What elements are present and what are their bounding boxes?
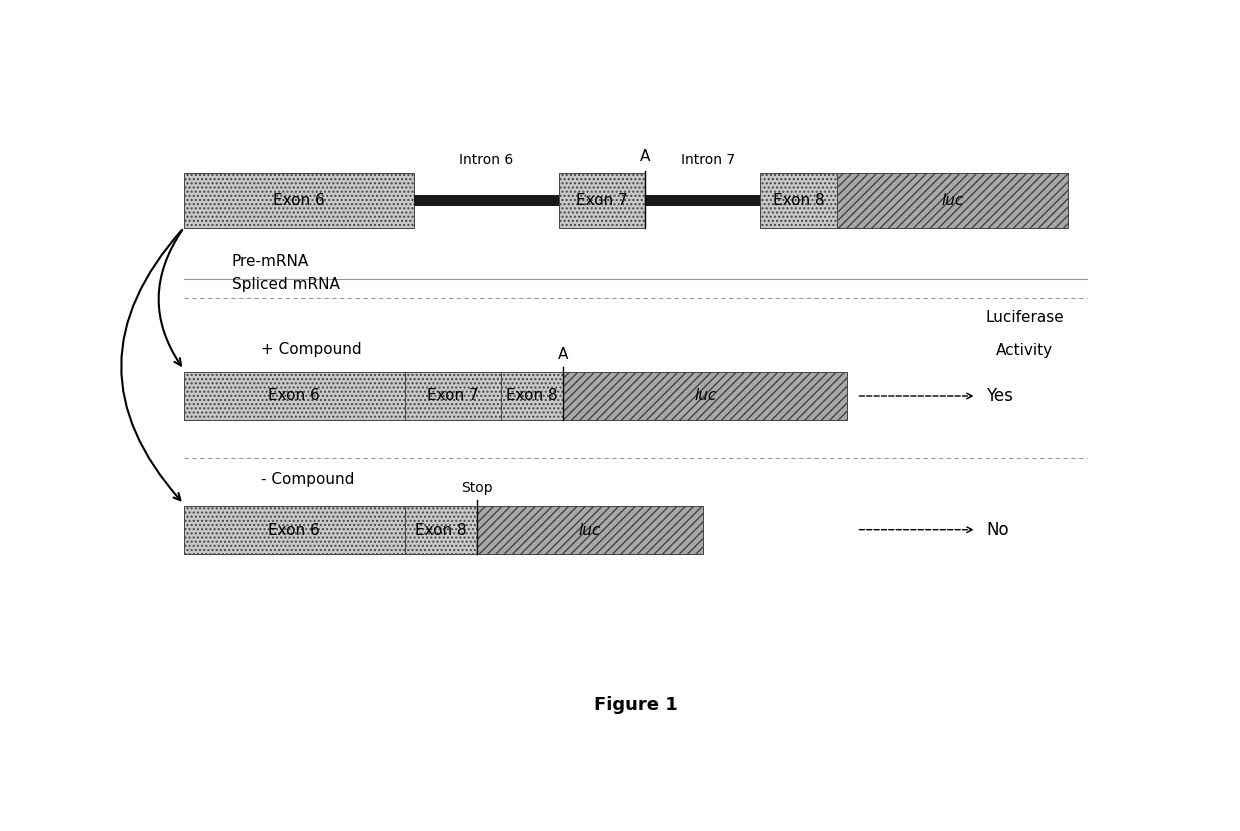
Bar xyxy=(501,371,563,420)
Text: Exon 8: Exon 8 xyxy=(506,388,558,403)
Text: Stop: Stop xyxy=(461,481,492,495)
Text: Exon 7: Exon 7 xyxy=(427,388,479,403)
Text: Activity: Activity xyxy=(996,343,1053,358)
Text: A: A xyxy=(640,149,650,164)
Bar xyxy=(563,371,847,420)
Bar xyxy=(404,506,477,554)
Text: Exon 6: Exon 6 xyxy=(273,193,325,208)
Bar xyxy=(760,174,837,228)
Text: luc: luc xyxy=(694,388,717,403)
Bar xyxy=(645,194,760,206)
Text: No: No xyxy=(986,521,1009,538)
Text: Intron 6: Intron 6 xyxy=(459,153,513,167)
Bar xyxy=(558,174,645,228)
Bar xyxy=(837,174,1068,228)
Bar xyxy=(184,506,404,554)
Text: Pre-mRNA: Pre-mRNA xyxy=(232,254,309,269)
Bar xyxy=(404,371,501,420)
Text: Exon 6: Exon 6 xyxy=(269,388,320,403)
Text: + Compound: + Compound xyxy=(260,342,361,357)
Text: Exon 7: Exon 7 xyxy=(577,193,627,208)
Text: Spliced mRNA: Spliced mRNA xyxy=(232,277,340,292)
Text: - Compound: - Compound xyxy=(260,472,355,487)
Text: Exon 8: Exon 8 xyxy=(415,523,466,538)
Text: Luciferase: Luciferase xyxy=(986,310,1064,325)
Text: Intron 7: Intron 7 xyxy=(681,153,734,167)
Text: Yes: Yes xyxy=(986,387,1013,405)
Text: A: A xyxy=(558,347,569,362)
Text: Figure 1: Figure 1 xyxy=(594,696,677,714)
Text: luc: luc xyxy=(579,523,601,538)
Bar xyxy=(477,506,703,554)
Text: Exon 6: Exon 6 xyxy=(269,523,320,538)
Bar xyxy=(184,174,414,228)
Text: luc: luc xyxy=(941,193,963,208)
Bar xyxy=(184,371,404,420)
Bar xyxy=(414,194,558,206)
Text: Exon 8: Exon 8 xyxy=(773,193,825,208)
